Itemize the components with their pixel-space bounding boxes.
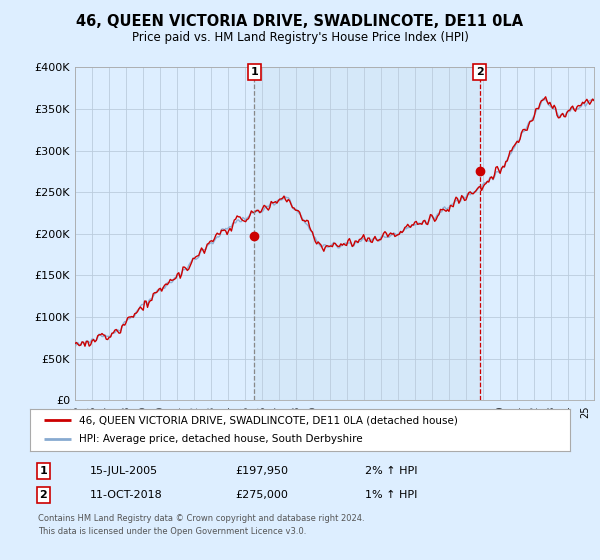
Text: HPI: Average price, detached house, South Derbyshire: HPI: Average price, detached house, Sout…: [79, 435, 362, 445]
Text: 2% ↑ HPI: 2% ↑ HPI: [365, 466, 418, 476]
Bar: [254, 67, 479, 400]
Text: Contains HM Land Registry data © Crown copyright and database right 2024.: Contains HM Land Registry data © Crown c…: [38, 514, 365, 522]
Text: 2: 2: [476, 67, 484, 77]
Text: 11-OCT-2018: 11-OCT-2018: [89, 491, 162, 501]
Text: 1% ↑ HPI: 1% ↑ HPI: [365, 491, 417, 501]
Text: £275,000: £275,000: [235, 491, 288, 501]
Text: 1: 1: [250, 67, 258, 77]
Text: £197,950: £197,950: [235, 466, 288, 476]
Text: Price paid vs. HM Land Registry's House Price Index (HPI): Price paid vs. HM Land Registry's House …: [131, 31, 469, 44]
Text: 1: 1: [40, 466, 47, 476]
Text: 15-JUL-2005: 15-JUL-2005: [89, 466, 158, 476]
Text: This data is licensed under the Open Government Licence v3.0.: This data is licensed under the Open Gov…: [38, 528, 307, 536]
Text: 2: 2: [40, 491, 47, 501]
Text: 46, QUEEN VICTORIA DRIVE, SWADLINCOTE, DE11 0LA (detached house): 46, QUEEN VICTORIA DRIVE, SWADLINCOTE, D…: [79, 415, 457, 425]
Text: 46, QUEEN VICTORIA DRIVE, SWADLINCOTE, DE11 0LA: 46, QUEEN VICTORIA DRIVE, SWADLINCOTE, D…: [76, 14, 524, 29]
